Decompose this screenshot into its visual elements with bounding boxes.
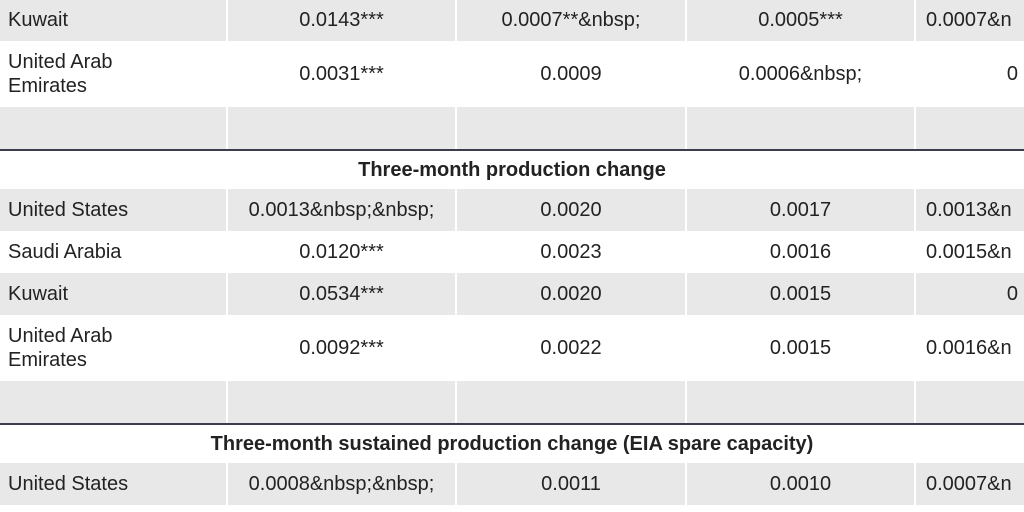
value-cell: 0.0009 <box>540 62 602 85</box>
empty-cell <box>916 107 1024 149</box>
empty-cell <box>687 107 914 149</box>
empty-cell <box>916 381 1024 423</box>
value-cell: 0.0092*** <box>299 336 384 359</box>
value-cell: 0.0017 <box>687 189 914 231</box>
empty-cell <box>0 107 226 149</box>
row-label: Kuwait <box>0 0 226 41</box>
value-cell: 0.0013&n <box>916 189 1024 231</box>
empty-cell <box>228 107 455 149</box>
row-label: United Arab Emirates <box>8 51 113 97</box>
row-label: Saudi Arabia <box>8 241 122 263</box>
value-cell: 0.0534*** <box>228 273 455 315</box>
value-cell: 0.0013&nbsp;&nbsp; <box>228 189 455 231</box>
table-row: Kuwait 0.0534*** 0.0020 0.0015 0 <box>0 273 1024 315</box>
value-cell: 0 <box>916 273 1024 315</box>
table-row: United Arab Emirates 0.0031*** 0.0009 0.000… <box>0 41 1024 107</box>
value-cell: 0.0008&nbsp;&nbsp; <box>228 463 455 505</box>
value-cell: 0.0023 <box>540 240 602 263</box>
value-cell: 0.0006&nbsp; <box>738 62 863 85</box>
value-cell: 0 <box>1006 62 1018 85</box>
value-cell: 0.0010 <box>687 463 914 505</box>
value-cell: 0.0143*** <box>228 0 455 41</box>
value-cell: 0.0022 <box>540 336 602 359</box>
spacer-row <box>0 381 1024 423</box>
value-cell: 0.0005*** <box>687 0 914 41</box>
value-cell: 0.0007&n <box>916 0 1024 41</box>
empty-cell <box>457 107 685 149</box>
value-cell: 0.0120*** <box>299 240 384 263</box>
table-row: United States 0.0008&nbsp;&nbsp; 0.0011 0.0… <box>0 463 1024 505</box>
value-cell: 0.0016 <box>769 240 832 263</box>
empty-cell <box>687 381 914 423</box>
empty-cell <box>0 381 226 423</box>
empty-cell <box>228 381 455 423</box>
spacer-row <box>0 107 1024 149</box>
row-label: Kuwait <box>0 273 226 315</box>
row-label: United States <box>0 189 226 231</box>
value-cell: 0.0015 <box>769 336 832 359</box>
table-row: Saudi Arabia 0.0120*** 0.0023 0.0016 0.0015&… <box>0 231 1024 273</box>
value-cell: 0.0007&n <box>916 463 1024 505</box>
value-cell: 0.0011 <box>457 463 685 505</box>
table-row: United Arab Emirates 0.0092*** 0.0022 0.001… <box>0 315 1024 381</box>
row-label: United Arab Emirates <box>8 325 113 371</box>
section-heading: Three-month sustained production change … <box>0 423 1024 463</box>
empty-cell <box>457 381 685 423</box>
table-row: Kuwait 0.0143*** 0.0007**&nbsp; 0.0005*** 0.… <box>0 0 1024 41</box>
section-heading: Three-month production change <box>0 149 1024 189</box>
value-cell: 0.0016&n <box>926 336 1012 359</box>
value-cell: 0.0031*** <box>299 62 384 85</box>
value-cell: 0.0020 <box>457 273 685 315</box>
table-row: United States 0.0013&nbsp;&nbsp; 0.0020 0.0… <box>0 189 1024 231</box>
value-cell: 0.0020 <box>457 189 685 231</box>
value-cell: 0.0015 <box>687 273 914 315</box>
row-label: United States <box>0 463 226 505</box>
value-cell: 0.0015&n <box>926 240 1012 263</box>
value-cell: 0.0007**&nbsp; <box>457 0 685 41</box>
